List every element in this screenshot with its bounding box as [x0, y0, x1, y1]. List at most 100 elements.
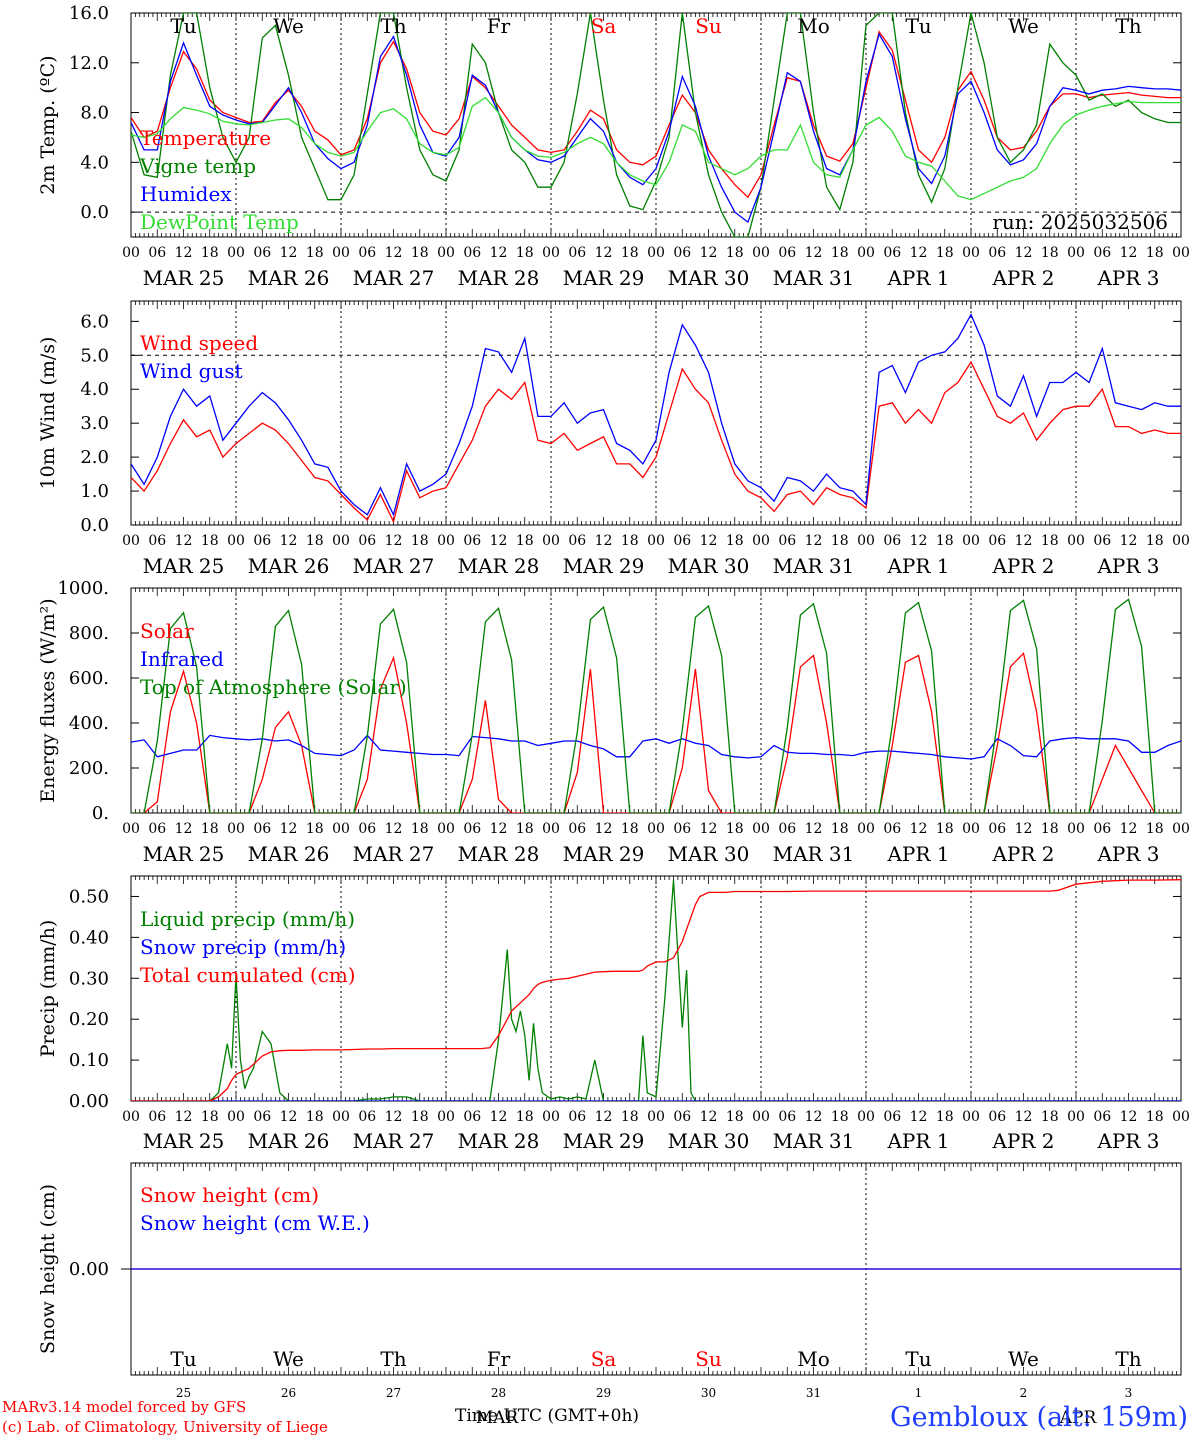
y-axis-title: Precip (mm/h) [37, 920, 59, 1058]
temperature-series-humidex [131, 32, 1181, 224]
date-label: MAR 31 [773, 266, 855, 290]
date-label: MAR 29 [563, 266, 645, 290]
hour-tick-label: 18 [621, 533, 639, 549]
month-label: APR [1059, 1408, 1098, 1428]
weekday-label: Su [695, 1347, 722, 1371]
day-number-label: 29 [596, 1386, 611, 1400]
legend-entry: Top of Atmosphere (Solar) [140, 675, 407, 699]
hour-tick-label: 12 [595, 533, 613, 549]
hour-tick-label: 12 [910, 533, 928, 549]
hour-tick-label: 06 [988, 1109, 1006, 1125]
hour-tick-label: 00 [647, 533, 665, 549]
weekday-label: Th [1115, 14, 1141, 38]
hour-tick-label: 12 [385, 1109, 403, 1125]
date-label: MAR 25 [143, 554, 225, 578]
hour-tick-label: 06 [463, 533, 481, 549]
date-label: MAR 26 [248, 554, 330, 578]
weekday-label: Tu [170, 1347, 196, 1371]
hour-tick-label: 06 [988, 821, 1006, 837]
y-tick-label: 3.0 [80, 413, 109, 434]
hour-tick-label: 06 [253, 245, 271, 261]
hour-tick-label: 06 [1093, 533, 1111, 549]
date-label: MAR 31 [773, 842, 855, 866]
date-label: MAR 31 [773, 1129, 855, 1153]
hour-tick-label: 18 [306, 533, 324, 549]
hour-tick-label: 00 [647, 1109, 665, 1125]
date-label: MAR 27 [353, 266, 435, 290]
weekday-label: Tu [905, 1347, 931, 1371]
hour-tick-label: 00 [857, 533, 875, 549]
weekday-label: We [1008, 14, 1039, 38]
date-label: APR 3 [1096, 554, 1159, 578]
y-tick-label: 0.0 [80, 515, 109, 536]
hour-tick-label: 12 [1120, 533, 1138, 549]
energy-panel [130, 587, 1182, 814]
y-tick-label: 0. [92, 803, 109, 824]
weekday-label: We [1008, 1347, 1039, 1371]
hour-tick-label: 06 [253, 533, 271, 549]
wind-series-wind-gust [131, 313, 1181, 517]
legend-entry: Snow height (cm) [140, 1183, 319, 1207]
y-axis-title: Energy fluxes (W/m²) [37, 598, 59, 802]
y-tick-label: 0.20 [69, 1009, 109, 1030]
hour-tick-label: 06 [778, 245, 796, 261]
weekday-label: We [273, 1347, 304, 1371]
x-axis-title: Time UTC (GMT+0h) [455, 1406, 640, 1426]
y-tick-label: 0.00 [69, 1091, 109, 1112]
hour-tick-label: 00 [542, 821, 560, 837]
date-label: APR 3 [1096, 266, 1159, 290]
y-tick-label: 4.0 [80, 152, 109, 173]
day-number-label: 30 [701, 1386, 716, 1400]
hour-tick-label: 12 [1015, 1109, 1033, 1125]
hour-tick-label: 00 [1067, 533, 1085, 549]
day-number-label: 2 [1020, 1386, 1028, 1400]
day-number-label: 31 [806, 1386, 821, 1400]
weekday-label: Tu [905, 14, 931, 38]
hour-tick-label: 06 [148, 821, 166, 837]
hour-tick-label: 12 [385, 821, 403, 837]
hour-tick-label: 00 [752, 533, 770, 549]
weekday-label: Fr [487, 1347, 511, 1371]
hour-tick-label: 00 [542, 1109, 560, 1125]
hour-tick-label: 12 [490, 821, 508, 837]
hour-tick-label: 06 [988, 533, 1006, 549]
date-label: MAR 30 [668, 554, 750, 578]
hour-tick-label: 12 [700, 245, 718, 261]
hour-tick-label: 06 [148, 245, 166, 261]
hour-tick-label: 06 [883, 245, 901, 261]
hour-tick-label: 00 [752, 1109, 770, 1125]
date-label: APR 3 [1096, 842, 1159, 866]
temperature-series-dewpoint-temp [131, 96, 1181, 201]
hour-tick-label: 18 [831, 245, 849, 261]
station-label: Gembloux (alt: 159m) [890, 1402, 1188, 1433]
hour-tick-label: 00 [437, 245, 455, 261]
hour-tick-label: 18 [726, 533, 744, 549]
y-tick-label: 6.0 [80, 311, 109, 332]
hour-tick-label: 12 [175, 245, 193, 261]
hour-tick-label: 12 [595, 821, 613, 837]
hour-tick-label: 12 [805, 821, 823, 837]
weekday-label: Mo [797, 1347, 830, 1371]
hour-tick-label: 18 [1041, 1109, 1059, 1125]
hour-tick-label: 06 [463, 245, 481, 261]
y-tick-label: 8.0 [80, 103, 109, 124]
precip-panel [130, 875, 1182, 1102]
legend-entry: Infrared [140, 647, 224, 671]
hour-tick-label: 18 [1041, 245, 1059, 261]
hour-tick-label: 00 [332, 245, 350, 261]
weekday-label: Sa [591, 14, 617, 38]
hour-tick-label: 18 [621, 1109, 639, 1125]
hour-tick-label: 06 [568, 245, 586, 261]
hour-tick-label: 00 [332, 1109, 350, 1125]
hour-tick-label: 18 [201, 245, 219, 261]
date-label: APR 2 [991, 266, 1054, 290]
hour-tick-label: 18 [516, 821, 534, 837]
hour-tick-label: 18 [411, 821, 429, 837]
hour-tick-label: 06 [778, 821, 796, 837]
legend-entry: Snow height (cm W.E.) [140, 1211, 370, 1235]
month-label: MAR [476, 1408, 520, 1428]
day-number-label: 25 [176, 1386, 191, 1400]
legend-entry: DewPoint Temp [140, 210, 299, 234]
y-tick-label: 4.0 [80, 379, 109, 400]
day-number-label: 28 [491, 1386, 506, 1400]
